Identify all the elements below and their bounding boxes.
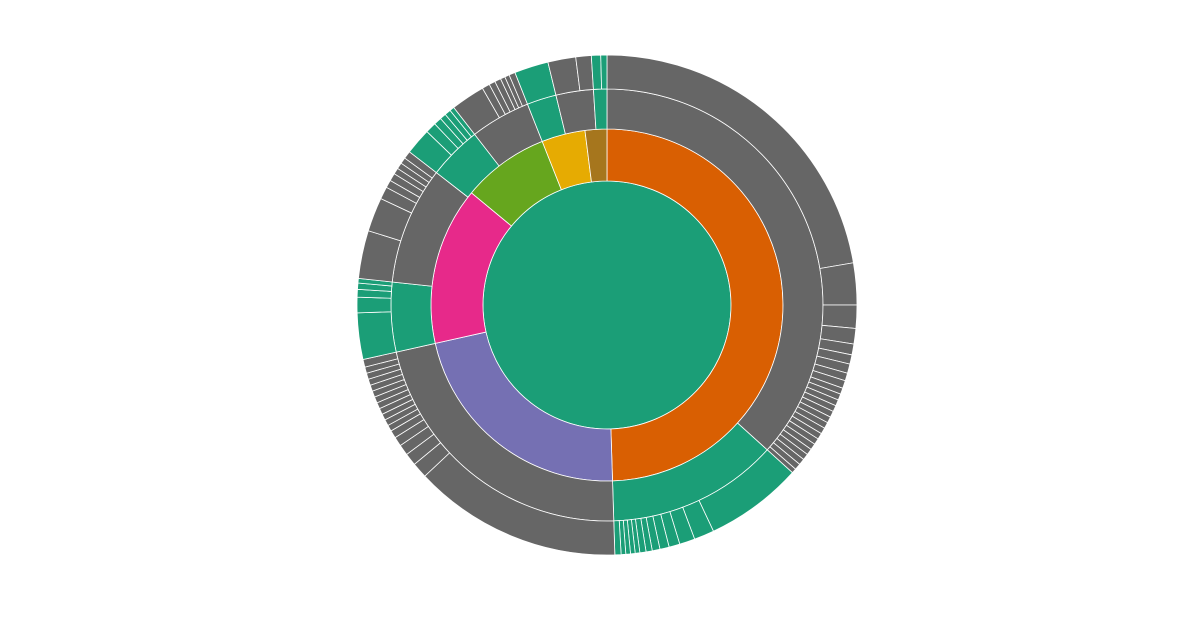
sunburst-segment-level-3-56[interactable] — [356, 311, 397, 361]
sunburst-segment-level-3-2[interactable] — [821, 304, 858, 329]
sunburst-segment-level-2-3[interactable] — [390, 281, 436, 353]
sunburst-segment-level-3-57[interactable] — [356, 296, 392, 314]
sunburst-rings — [356, 54, 858, 556]
sunburst-segment-level-3-86[interactable] — [590, 54, 602, 90]
sunburst-segment-level-3-87[interactable] — [600, 54, 608, 90]
sunburst-segment-level-2-9[interactable] — [593, 88, 608, 130]
sunburst-segment-level-0-0[interactable] — [482, 180, 732, 430]
sunburst-segment-level-3-1[interactable] — [819, 262, 858, 306]
